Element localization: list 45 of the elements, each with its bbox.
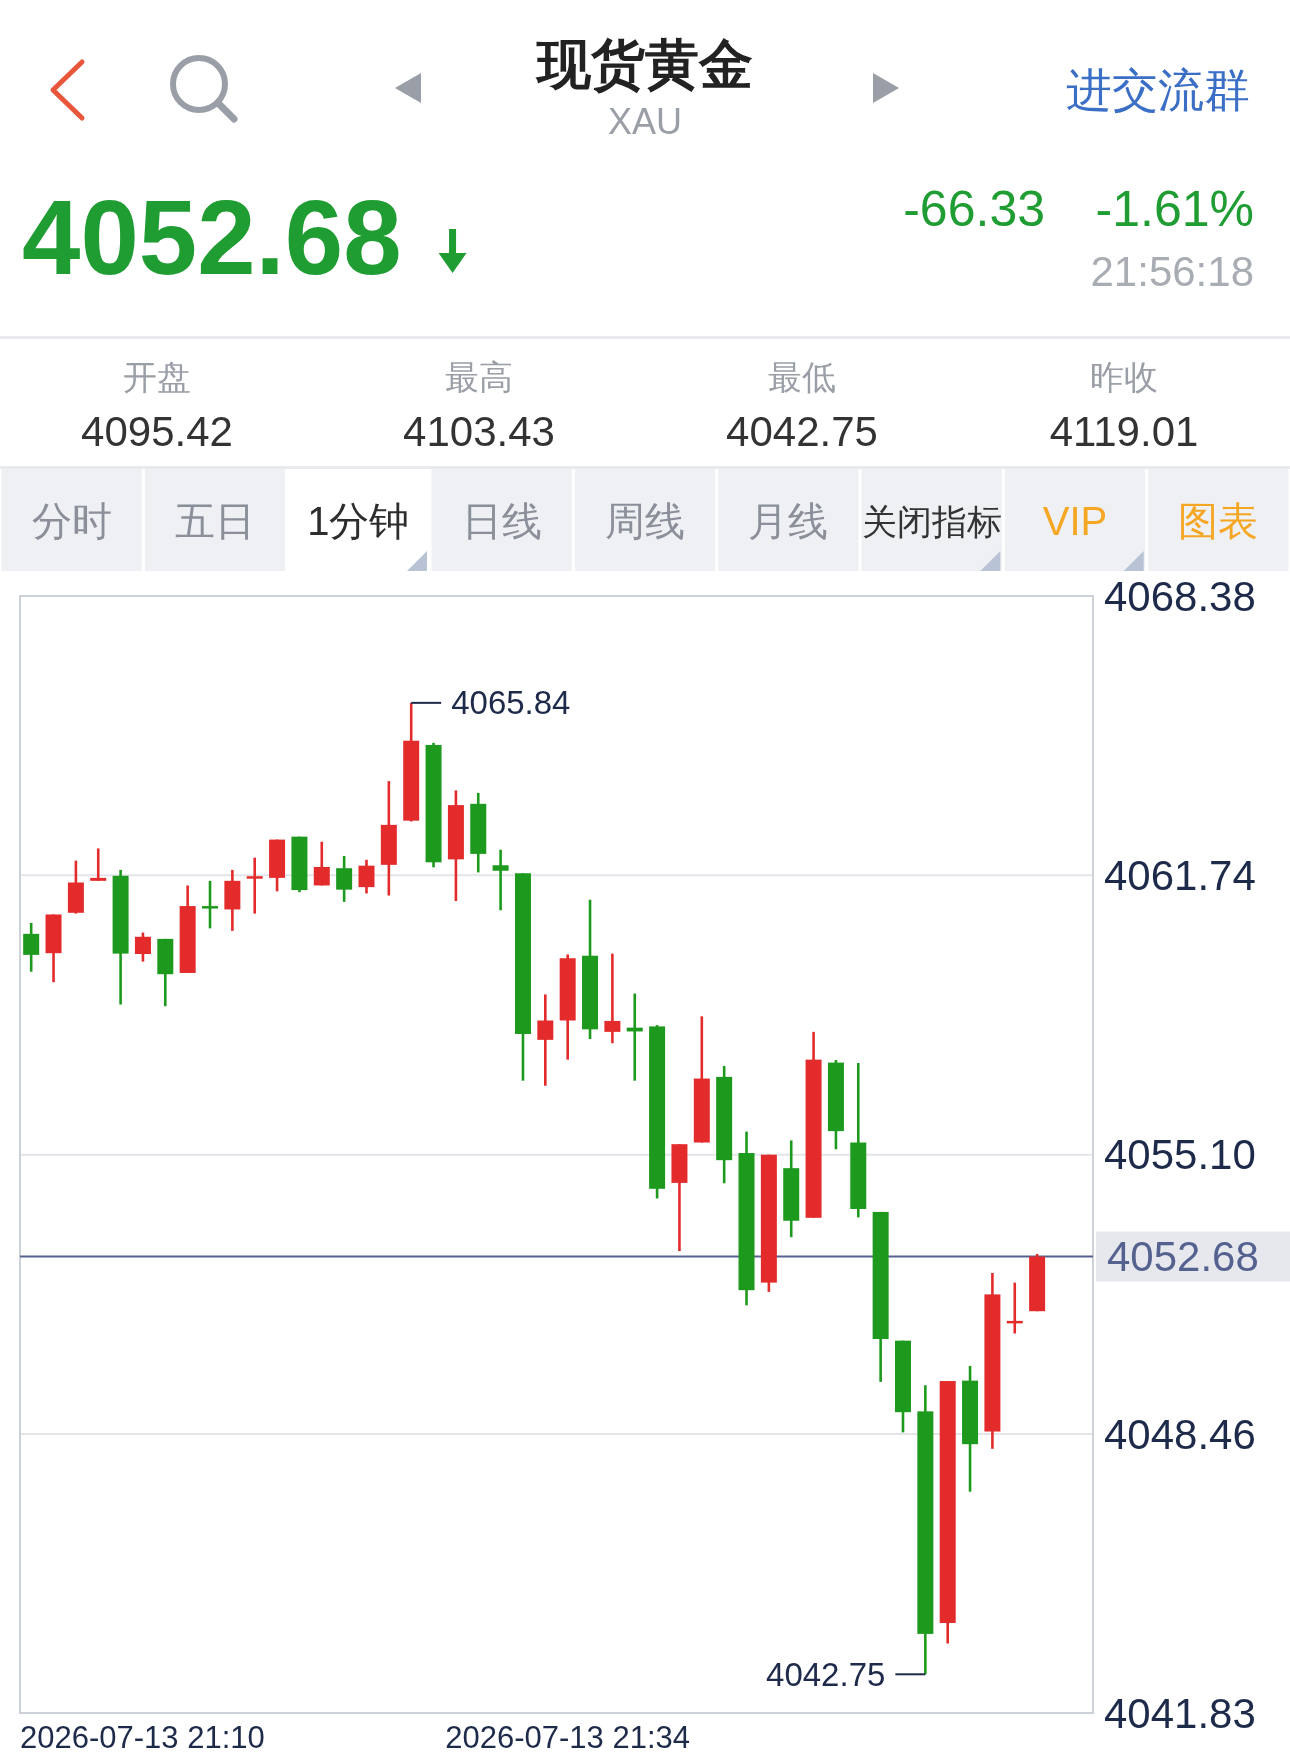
text: 21:56:18 xyxy=(1090,247,1254,295)
text: 关闭指标 xyxy=(861,501,1002,541)
text: 4119.01 xyxy=(1049,407,1199,455)
text: 五日 xyxy=(175,499,255,543)
text: VIP xyxy=(1042,499,1108,543)
candlestick xyxy=(202,879,219,930)
annotation: 4065.84 xyxy=(451,684,571,722)
text: 现货黄金 xyxy=(535,34,753,94)
candlestick xyxy=(604,952,621,1045)
text: 月线 xyxy=(748,499,829,543)
text: XAU xyxy=(607,100,683,142)
text: 2026-07-13 21:10 xyxy=(20,1719,265,1755)
text: 图表 xyxy=(1178,499,1259,543)
candlestick xyxy=(492,848,509,912)
candlestick xyxy=(134,931,151,963)
y-tick-label: 4048.46 xyxy=(1104,1410,1256,1458)
text: -1.61% xyxy=(1095,181,1254,237)
text: 昨收 xyxy=(1090,358,1158,396)
y-tick-label: 4041.83 xyxy=(1104,1689,1256,1737)
candlestick xyxy=(90,847,107,883)
candlestick xyxy=(23,921,40,973)
candlestick xyxy=(537,993,554,1088)
text: 周线 xyxy=(605,499,685,543)
y-tick-label: 4055.10 xyxy=(1104,1131,1256,1179)
text: 开盘 xyxy=(123,358,191,396)
y-tick-label: 4068.38 xyxy=(1104,572,1256,620)
annotation: 4042.75 xyxy=(766,1655,886,1693)
ref-line-label: 4052.68 xyxy=(1107,1233,1259,1281)
candlestick xyxy=(313,840,330,887)
candlestick xyxy=(246,856,263,915)
text: -66.33 xyxy=(903,181,1045,237)
text: 进交流群 xyxy=(1066,64,1250,116)
text: 4103.43 xyxy=(403,407,555,455)
text: 4052.68 xyxy=(22,178,402,296)
text: 4095.42 xyxy=(81,407,233,455)
x-tick-label: 2026-07-13 21:34 xyxy=(445,1719,691,1755)
candlestick xyxy=(336,854,353,904)
text: 4042.75 xyxy=(726,407,878,455)
text: 1分钟 xyxy=(307,499,410,543)
candlestick xyxy=(358,858,375,895)
text: 分时 xyxy=(31,499,112,543)
text: 最低 xyxy=(768,358,836,396)
y-tick-label: 4061.74 xyxy=(1104,851,1256,899)
text: 最高 xyxy=(445,358,513,396)
text: 日线 xyxy=(461,499,542,543)
